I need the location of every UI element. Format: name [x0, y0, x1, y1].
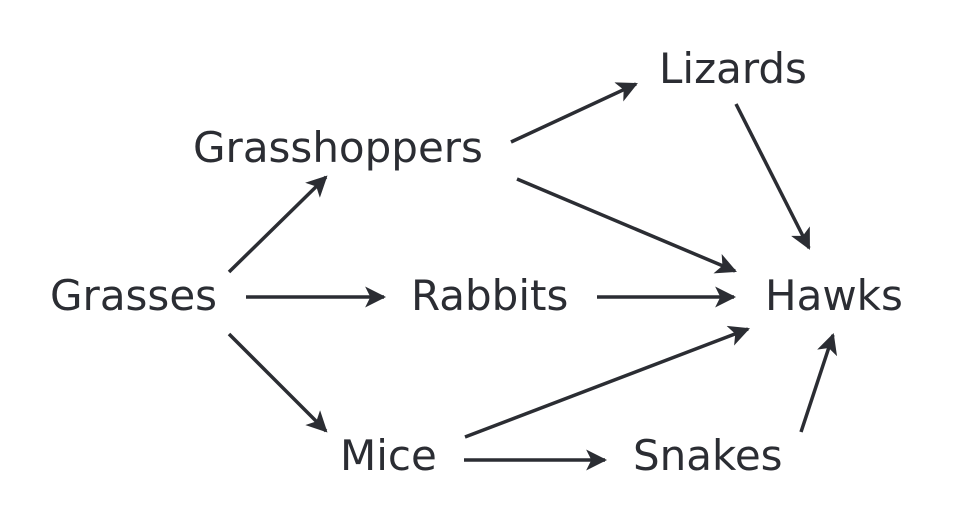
node-hawks: Hawks — [765, 271, 903, 320]
node-lizards: Lizards — [659, 44, 807, 93]
arrow-snakes-to-hawks — [799, 333, 838, 433]
nodes-layer: Grasses Grasshoppers Rabbits Mice Lizard… — [50, 44, 903, 480]
node-snakes: Snakes — [633, 431, 783, 480]
arrow-grasshoppers-to-hawks — [516, 177, 737, 274]
node-mice: Mice — [340, 431, 437, 480]
arrow-grasses-to-grasshoppers — [227, 175, 328, 274]
node-grasshoppers: Grasshoppers — [193, 123, 483, 172]
node-rabbits: Rabbits — [411, 271, 568, 320]
arrow-grasshoppers-to-lizards — [510, 82, 638, 144]
arrow-grasses-to-mice — [227, 332, 328, 433]
edges-layer — [227, 82, 838, 471]
arrow-mice-to-hawks — [464, 325, 750, 439]
arrow-lizards-to-hawks — [734, 103, 811, 250]
node-grasses: Grasses — [50, 271, 217, 320]
